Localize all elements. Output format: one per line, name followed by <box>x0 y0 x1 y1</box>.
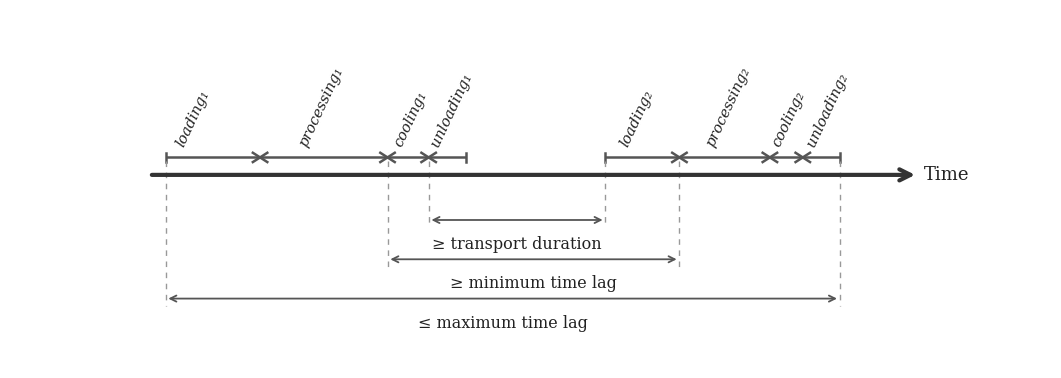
Text: unloading₁: unloading₁ <box>429 71 474 149</box>
Text: ≤ maximum time lag: ≤ maximum time lag <box>418 314 588 332</box>
Text: loading₁: loading₁ <box>173 88 212 149</box>
Text: unloading₂: unloading₂ <box>804 71 850 149</box>
Text: ≥ minimum time lag: ≥ minimum time lag <box>450 275 616 292</box>
Text: cooling₂: cooling₂ <box>769 89 807 149</box>
Text: processing₁: processing₁ <box>297 65 346 149</box>
Text: processing₂: processing₂ <box>703 65 753 149</box>
Text: loading₂: loading₂ <box>618 88 656 149</box>
Text: cooling₁: cooling₁ <box>392 89 429 149</box>
Text: Time: Time <box>924 166 969 184</box>
Text: ≥ transport duration: ≥ transport duration <box>432 236 602 253</box>
